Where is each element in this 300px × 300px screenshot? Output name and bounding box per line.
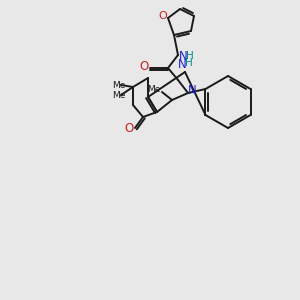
Text: N: N bbox=[188, 85, 196, 98]
Text: H: H bbox=[185, 58, 193, 68]
Text: H: H bbox=[186, 51, 194, 61]
Text: N: N bbox=[178, 50, 188, 62]
Text: N: N bbox=[178, 58, 186, 71]
Text: O: O bbox=[124, 122, 134, 134]
Text: Me: Me bbox=[112, 80, 126, 89]
Text: O: O bbox=[159, 11, 167, 21]
Text: Me: Me bbox=[112, 91, 126, 100]
Text: Me: Me bbox=[147, 85, 161, 94]
Text: O: O bbox=[140, 61, 148, 74]
